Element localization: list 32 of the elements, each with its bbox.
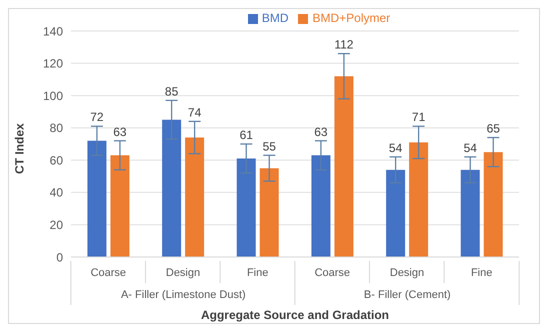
y-tick-label: 140	[42, 24, 64, 38]
text: B- Filler (Cement)	[364, 289, 451, 301]
y-tick-label: 80	[50, 121, 64, 136]
data-label: 63	[314, 124, 328, 139]
x-tick-label: Design	[390, 267, 424, 279]
data-label: 54	[388, 140, 403, 155]
x-tick-label: Design	[166, 267, 200, 279]
data-label: 63	[113, 124, 127, 139]
legend-label: BMD	[262, 11, 288, 25]
y-axis-title: CT Index	[12, 123, 26, 174]
text: A- Filler (Limestone Dust)	[120, 289, 246, 301]
y-tick-label: 100	[42, 88, 64, 103]
y-tick-label: 20	[50, 218, 64, 232]
data-label: 112	[334, 38, 354, 52]
y-tick-label: 120	[42, 56, 64, 71]
data-label: 72	[90, 110, 104, 124]
legend-label: BMD+Polymer	[312, 11, 390, 25]
data-label: 61	[240, 128, 254, 142]
data-label: 54	[464, 140, 478, 155]
data-label: 55	[262, 139, 276, 154]
y-tick-label: 60	[50, 153, 64, 168]
x-tick-label: Fine	[470, 267, 492, 279]
data-label: 74	[188, 105, 202, 120]
x-axis-title: Aggregate Source and Gradation	[200, 308, 390, 322]
data-label: 85	[164, 84, 179, 98]
x-tick-label: Fine	[246, 267, 268, 279]
x-tick-label: Coarse	[90, 267, 126, 279]
y-tick-label: 40	[50, 186, 64, 200]
x-tick-label: Coarse	[314, 267, 350, 279]
data-label: 65	[486, 122, 500, 136]
data-label: 71	[412, 110, 426, 124]
y-tick-label: 0	[56, 250, 64, 264]
